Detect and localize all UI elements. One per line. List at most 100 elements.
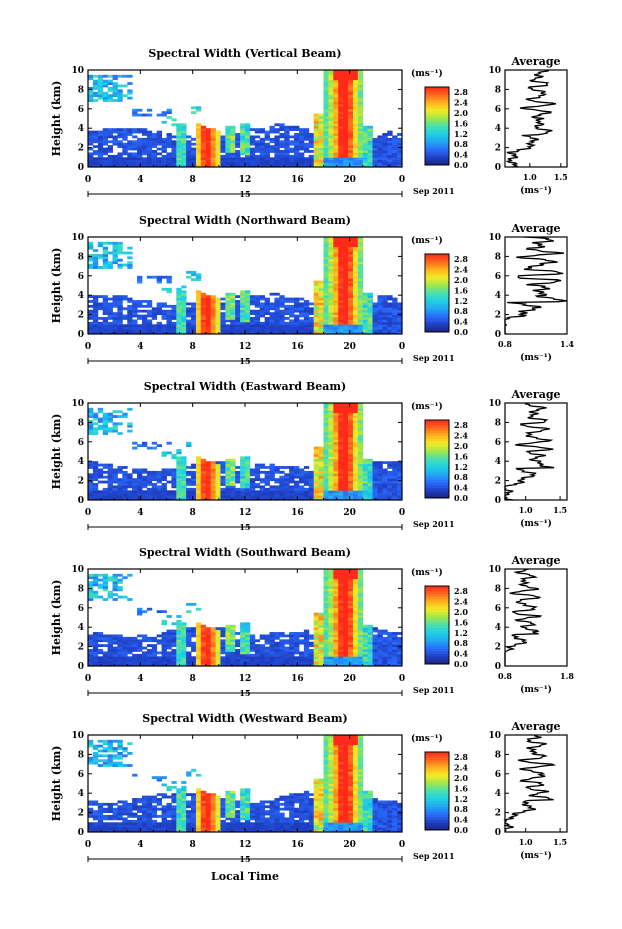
heatmap-cell	[313, 317, 319, 320]
heatmap-cell	[88, 331, 94, 335]
heatmap-cell	[230, 632, 236, 635]
heatmap-cell	[348, 72, 354, 76]
heatmap-cell	[338, 273, 344, 277]
heatmap-cell	[176, 644, 182, 647]
heatmap-cell	[230, 658, 236, 662]
heatmap-cell	[323, 605, 329, 609]
heatmap-cell	[333, 287, 339, 291]
heatmap-cell	[220, 164, 226, 168]
heatmap-cell	[338, 113, 344, 117]
heatmap-cell	[132, 147, 138, 151]
heatmap-cell	[102, 329, 109, 332]
heatmap-cell	[333, 152, 339, 156]
heatmap-cell	[107, 590, 113, 594]
heatmap-cell	[352, 244, 359, 248]
heatmap-cell	[141, 164, 148, 168]
heatmap-cell	[166, 495, 172, 498]
heatmap-cell	[348, 125, 354, 129]
heatmap-cell	[97, 663, 104, 667]
heatmap-cell	[181, 456, 187, 460]
heatmap-cell	[215, 490, 221, 494]
heatmap-cell	[88, 133, 94, 136]
colorbar-tick-label: 1.6	[454, 285, 468, 295]
heatmap-cell	[377, 483, 383, 486]
heatmap-cell	[284, 326, 290, 330]
heatmap-cell	[181, 485, 187, 489]
heatmap-cell	[191, 646, 197, 650]
heatmap-cell	[318, 326, 324, 330]
heatmap-cell	[210, 307, 216, 311]
heatmap-cell	[352, 595, 359, 599]
heatmap-cell	[279, 145, 285, 148]
heatmap-cell	[352, 91, 359, 95]
heatmap-cell	[348, 451, 354, 455]
heatmap-cell	[333, 588, 339, 592]
heatmap-cell	[387, 492, 393, 496]
heatmap-cell	[161, 478, 167, 481]
heatmap-cell	[225, 458, 231, 462]
heatmap-cell	[318, 451, 324, 455]
heatmap-cell	[235, 326, 241, 330]
heatmap-cell	[230, 147, 236, 151]
heatmap-cell	[181, 162, 187, 165]
heatmap-cell	[151, 157, 158, 161]
heatmap-cell	[161, 142, 167, 146]
heatmap-cell	[254, 130, 261, 134]
heatmap-cell	[338, 79, 344, 83]
heatmap-cell	[215, 302, 221, 306]
heatmap-cell	[343, 624, 349, 628]
heatmap-cell	[254, 483, 261, 486]
heatmap-cell	[338, 285, 344, 289]
heatmap-cell	[171, 329, 177, 332]
heatmap-cell	[88, 324, 94, 328]
heatmap-cell	[352, 410, 359, 414]
heatmap-cell	[141, 128, 148, 132]
heatmap-cell	[137, 497, 143, 501]
colorbar-swatch	[425, 443, 449, 447]
heatmap-cell	[377, 331, 383, 335]
heatmap-cell	[318, 624, 324, 628]
heatmap-cell	[308, 309, 315, 313]
heatmap-cell	[240, 663, 246, 667]
heatmap-cell	[367, 492, 373, 496]
heatmap-cell	[200, 142, 207, 146]
heatmap-cell	[343, 663, 349, 667]
heatmap-cell	[230, 458, 236, 462]
heatmap-cell	[377, 468, 383, 472]
heatmap-cell	[328, 417, 334, 421]
heatmap-cell	[107, 641, 113, 645]
heatmap-cell	[137, 607, 143, 611]
heatmap-cell	[269, 636, 275, 640]
heatmap-cell	[230, 490, 236, 494]
heatmap-cell	[102, 419, 109, 423]
heatmap-cell	[372, 483, 378, 486]
heatmap-cell	[186, 610, 192, 614]
heatmap-cell	[348, 624, 354, 628]
heatmap-cell	[264, 321, 270, 325]
heatmap-cell	[382, 157, 388, 161]
heatmap-cell	[146, 324, 153, 328]
heatmap-cell	[343, 106, 349, 110]
heatmap-cell	[146, 331, 153, 335]
heatmap-cell	[146, 636, 153, 640]
heatmap-cell	[166, 142, 172, 146]
heatmap-cell	[166, 309, 172, 313]
heatmap-cell	[323, 473, 329, 477]
heatmap-cell	[230, 140, 236, 144]
heatmap-cell	[367, 309, 373, 313]
heatmap-cell	[392, 142, 398, 146]
heatmap-cell	[333, 237, 339, 240]
heatmap-cell	[333, 297, 339, 301]
heatmap-cell	[254, 162, 261, 165]
heatmap-cell	[274, 636, 280, 640]
heatmap-cell	[141, 324, 148, 328]
heatmap-cell	[294, 128, 300, 132]
heatmap-cell	[348, 150, 354, 153]
heatmap-cell	[166, 639, 172, 643]
heatmap-cell	[191, 304, 197, 308]
heatmap-cell	[122, 475, 128, 479]
heatmap-cell	[382, 302, 388, 306]
heatmap-cell	[191, 162, 197, 165]
heatmap-cell	[298, 485, 305, 489]
heatmap-cell	[308, 636, 315, 640]
